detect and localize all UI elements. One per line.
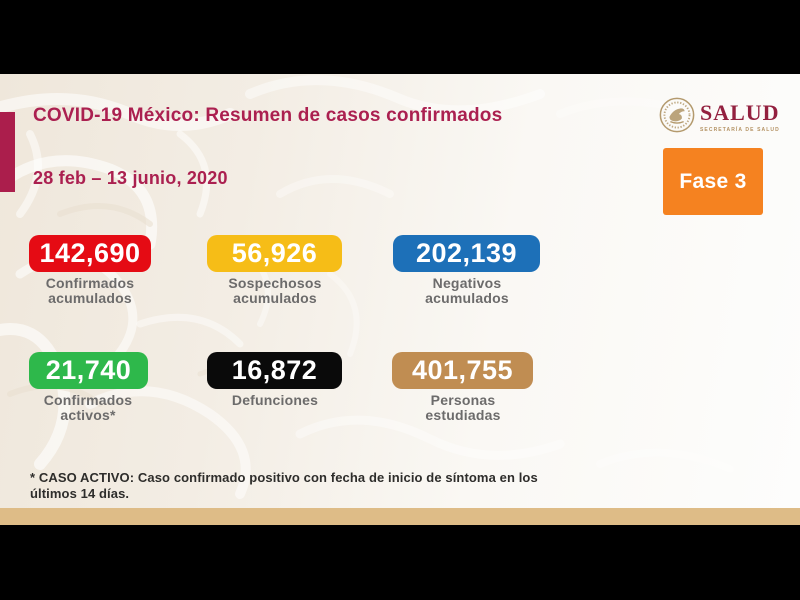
footnote-line: * CASO ACTIVO: Caso confirmado positivo … — [30, 470, 538, 485]
stat-label-line: Personas — [430, 392, 496, 408]
stat-label-line: acumulados — [233, 290, 317, 306]
left-accent-bar — [0, 112, 15, 192]
stat-pill-defunciones: 16,872 — [207, 352, 342, 389]
stat-label-confirmados-acumulados: Confirmados acumulados — [0, 276, 190, 306]
stat-pill-personas-estudiadas: 401,755 — [392, 352, 533, 389]
phase-badge: Fase 3 — [663, 148, 763, 215]
page-title: COVID-19 México: Resumen de casos confir… — [33, 105, 503, 126]
footnote-line: últimos 14 días. — [30, 486, 130, 501]
stat-pill-confirmados-acumulados: 142,690 — [29, 235, 151, 272]
logo-subtitle: SECRETARÍA DE SALUD — [700, 127, 780, 133]
date-range: 28 feb – 13 junio, 2020 — [33, 168, 228, 188]
stat-label-line: acumulados — [425, 290, 509, 306]
slide: COVID-19 México: Resumen de casos confir… — [0, 74, 800, 508]
stat-label-defunciones: Defunciones — [175, 393, 375, 408]
stat-label-line: Defunciones — [231, 392, 319, 408]
bottom-gold-band — [0, 508, 800, 525]
stat-pill-confirmados-activos: 21,740 — [29, 352, 148, 389]
stat-label-sospechosos-acumulados: Sospechosos acumulados — [175, 276, 375, 306]
stat-label-line: Confirmados — [45, 275, 135, 291]
footnote: * CASO ACTIVO: Caso confirmado positivo … — [30, 470, 570, 502]
stat-label-confirmados-activos: Confirmados activos* — [0, 393, 188, 423]
salud-logo: SALUD SECRETARÍA DE SALUD — [658, 96, 780, 134]
stat-label-line: Sospechosos — [228, 275, 322, 291]
stat-label-line: estudiadas — [425, 407, 501, 423]
stat-label-line: acumulados — [48, 290, 132, 306]
stat-label-personas-estudiadas: Personas estudiadas — [363, 393, 563, 423]
logo-wordmark: SALUD — [700, 100, 780, 125]
stat-label-line: Confirmados — [43, 392, 133, 408]
government-eagle-seal-icon — [659, 97, 695, 133]
logo-text: SALUD SECRETARÍA DE SALUD — [700, 96, 780, 134]
stat-label-line: Negativos — [432, 275, 502, 291]
stat-label-line: activos* — [60, 407, 116, 423]
stat-label-negativos-acumulados: Negativos acumulados — [367, 276, 567, 306]
stat-pill-sospechosos-acumulados: 56,926 — [207, 235, 342, 272]
stat-pill-negativos-acumulados: 202,139 — [393, 235, 540, 272]
